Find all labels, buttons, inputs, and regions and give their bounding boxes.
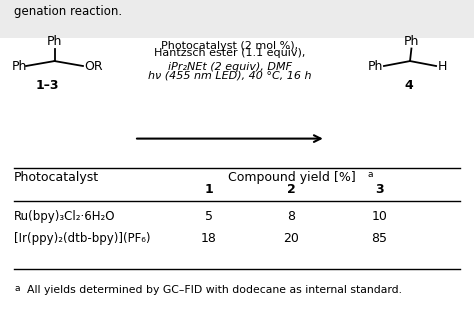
Text: [Ir(ppy)₂(dtb-bpy)](PF₆): [Ir(ppy)₂(dtb-bpy)](PF₆) [14, 232, 151, 245]
Text: 3: 3 [375, 183, 383, 196]
Text: Ph: Ph [47, 35, 62, 48]
Text: 85: 85 [371, 232, 387, 245]
Text: iPr₂NEt (2 equiv), DMF: iPr₂NEt (2 equiv), DMF [168, 62, 292, 72]
Text: 4: 4 [404, 79, 413, 91]
Text: a: a [367, 170, 373, 180]
Text: a: a [14, 284, 20, 293]
Text: OR: OR [84, 59, 103, 73]
Text: 18: 18 [201, 232, 217, 245]
Text: 1: 1 [204, 183, 213, 196]
Text: Ph: Ph [404, 35, 419, 48]
Text: Photocatalyst: Photocatalyst [14, 171, 100, 184]
Text: Compound yield [%]: Compound yield [%] [228, 171, 356, 184]
Text: 1–3: 1–3 [36, 79, 59, 91]
Text: H: H [438, 59, 447, 73]
Text: All yields determined by GC–FID with dodecane as internal standard.: All yields determined by GC–FID with dod… [27, 285, 402, 295]
Text: Ph: Ph [368, 59, 383, 73]
Text: 8: 8 [288, 210, 295, 223]
Text: 5: 5 [205, 210, 212, 223]
Text: Hantzsch ester (1.1 equiv),: Hantzsch ester (1.1 equiv), [154, 49, 306, 58]
Text: 10: 10 [371, 210, 387, 223]
Text: genation reaction.: genation reaction. [14, 5, 122, 18]
Text: hν (455 nm LED), 40 °C, 16 h: hν (455 nm LED), 40 °C, 16 h [148, 70, 311, 80]
Text: Ph: Ph [12, 59, 27, 73]
Text: 2: 2 [287, 183, 296, 196]
Text: 20: 20 [283, 232, 300, 245]
Text: Photocatalyst (2 mol %),: Photocatalyst (2 mol %), [161, 41, 299, 50]
Text: Ru(bpy)₃Cl₂·6H₂O: Ru(bpy)₃Cl₂·6H₂O [14, 210, 116, 223]
